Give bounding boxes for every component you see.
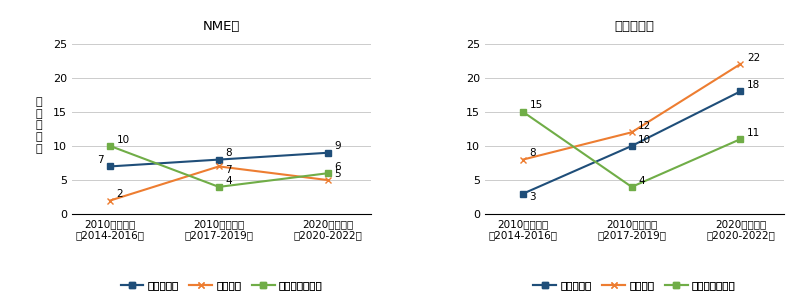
その他抗がん剤 [323, 171, 333, 175]
抗体医薬 [736, 62, 746, 66]
分子標的薬 [627, 144, 637, 148]
Line: 抗体医薬: 抗体医薬 [519, 61, 744, 163]
その他抗がん剤 [736, 137, 746, 141]
Text: 8: 8 [226, 148, 232, 158]
分子標的薬 [323, 151, 333, 155]
Text: 10: 10 [638, 135, 651, 144]
Text: 11: 11 [747, 128, 760, 138]
Text: 10: 10 [117, 135, 130, 144]
Text: 9: 9 [334, 141, 341, 151]
抗体医薬 [214, 165, 224, 168]
その他抗がん剤 [627, 185, 637, 189]
Text: 4: 4 [226, 176, 232, 185]
Text: 5: 5 [334, 169, 341, 179]
抗体医薬 [627, 130, 637, 134]
分子標的薬 [214, 158, 224, 162]
Y-axis label: 承
認
品
目
数: 承 認 品 目 数 [36, 97, 42, 154]
Line: 分子標的薬: 分子標的薬 [107, 150, 330, 169]
分子標的薬 [106, 165, 115, 168]
抗体医薬 [323, 178, 333, 182]
Text: 8: 8 [530, 148, 536, 158]
Text: 2: 2 [117, 189, 123, 199]
抗体医薬 [106, 199, 115, 202]
その他抗がん剤 [214, 185, 224, 189]
Text: 22: 22 [747, 53, 760, 63]
分子標的薬 [518, 192, 528, 196]
Text: 3: 3 [530, 192, 536, 202]
Legend: 分子標的薬, 抗体医薬, その他抗がん剤: 分子標的薬, 抗体医薬, その他抗がん剤 [116, 276, 326, 295]
Line: その他抗がん剤: その他抗がん剤 [520, 109, 743, 190]
Text: 6: 6 [334, 162, 341, 172]
Title: NME数: NME数 [203, 20, 240, 33]
その他抗がん剤 [106, 144, 115, 148]
Line: 分子標的薬: 分子標的薬 [520, 88, 743, 196]
Text: 7: 7 [97, 155, 104, 165]
分子標的薬 [736, 89, 746, 93]
その他抗がん剤 [518, 110, 528, 114]
Text: 12: 12 [638, 121, 651, 131]
Title: 効能追加数: 効能追加数 [614, 20, 654, 33]
抗体医薬 [518, 158, 528, 162]
Line: 抗体医薬: 抗体医薬 [106, 163, 331, 204]
Text: 4: 4 [638, 176, 645, 185]
Text: 7: 7 [226, 165, 232, 175]
Legend: 分子標的薬, 抗体医薬, その他抗がん剤: 分子標的薬, 抗体医薬, その他抗がん剤 [530, 276, 740, 295]
Line: その他抗がん剤: その他抗がん剤 [107, 143, 330, 190]
Text: 15: 15 [530, 100, 542, 110]
Text: 18: 18 [747, 80, 760, 90]
